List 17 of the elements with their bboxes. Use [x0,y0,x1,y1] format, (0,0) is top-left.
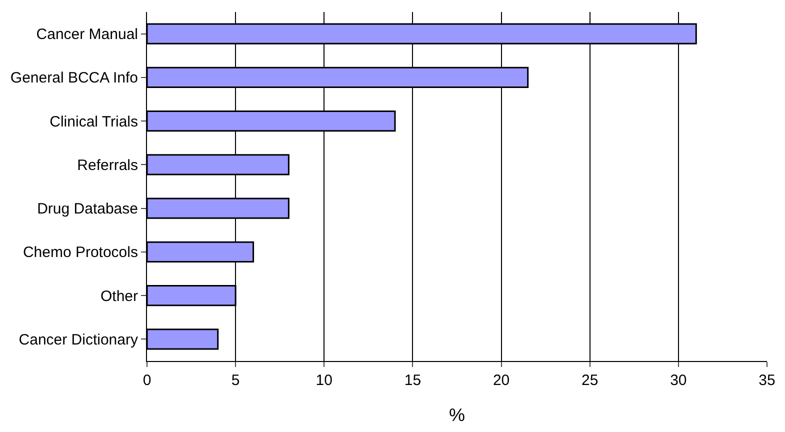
y-tick-label: Cancer Dictionary [18,331,138,348]
x-tick-label: 25 [582,372,598,389]
y-tick-label: Referrals [77,156,138,174]
x-tick-label: 20 [492,372,510,389]
y-tick-label: Cancer Manual [36,26,138,44]
x-tick-label: 5 [231,372,240,389]
y-tick-label: Clinical Trials [50,113,138,130]
x-tick-label: 35 [758,372,776,389]
x-tick-label: 10 [316,372,332,389]
y-tick-label: Drug Database [37,200,138,218]
x-axis-title: % [448,405,466,426]
x-tick-label: 30 [670,372,687,389]
y-tick-label: Chemo Protocols [22,244,138,262]
x-tick-label: 15 [404,372,422,389]
x-tick-label: 0 [142,372,152,389]
y-tick-label: General BCCA Info [10,70,138,87]
y-tick-label: Other [100,288,138,305]
